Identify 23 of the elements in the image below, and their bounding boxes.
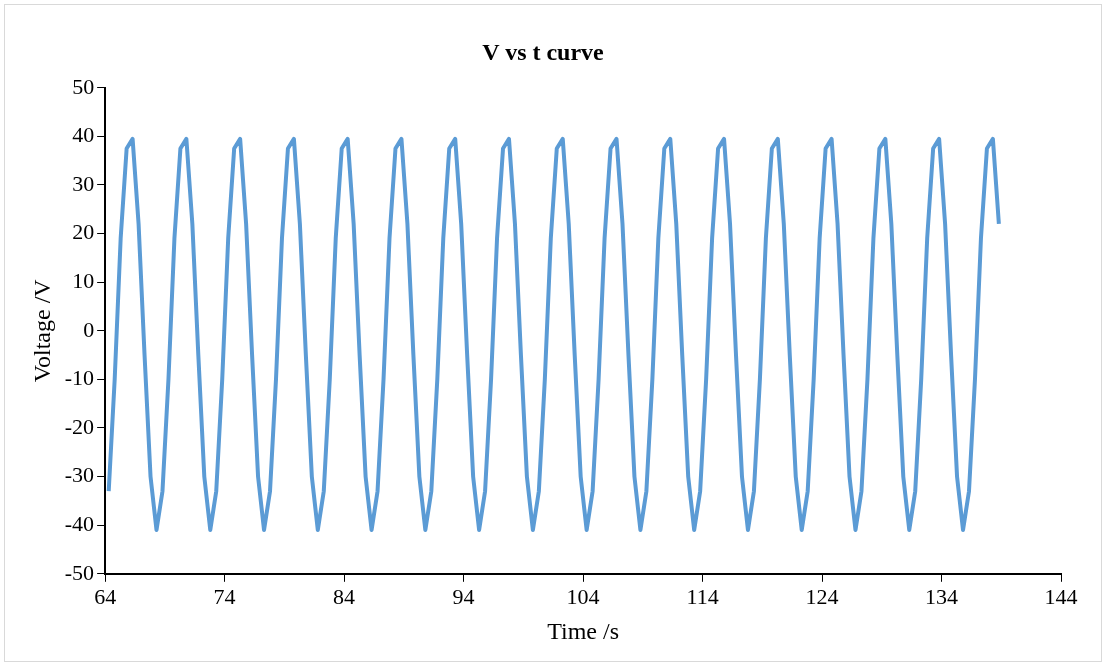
y-axis-title: Voltage /V bbox=[28, 278, 55, 383]
y-tick-label: -40 bbox=[64, 510, 95, 536]
y-tick-label: -30 bbox=[64, 462, 95, 488]
x-tick-label: 64 bbox=[94, 583, 117, 609]
chart-title: V vs t curve bbox=[482, 38, 605, 65]
y-tick-label: 10 bbox=[72, 267, 95, 293]
y-tick-label: -50 bbox=[64, 559, 95, 585]
y-tick-label: 20 bbox=[72, 219, 95, 245]
x-tick-label: 124 bbox=[805, 583, 839, 609]
y-tick-label: -20 bbox=[64, 413, 95, 439]
y-tick-label: 50 bbox=[72, 73, 95, 99]
y-tick-label: 40 bbox=[72, 122, 95, 148]
x-tick-label: 104 bbox=[566, 583, 600, 609]
x-tick-label: 134 bbox=[925, 583, 959, 609]
x-axis-title: Time /s bbox=[547, 617, 619, 644]
x-tick-label: 114 bbox=[686, 583, 719, 609]
y-tick-label: 30 bbox=[72, 170, 95, 196]
x-tick-label: 144 bbox=[1044, 583, 1078, 609]
x-tick-label: 84 bbox=[333, 583, 356, 609]
x-tick-label: 94 bbox=[452, 583, 475, 609]
y-tick-label: -10 bbox=[64, 365, 95, 391]
y-tick-label: 0 bbox=[83, 316, 95, 342]
x-tick-label: 74 bbox=[213, 583, 236, 609]
